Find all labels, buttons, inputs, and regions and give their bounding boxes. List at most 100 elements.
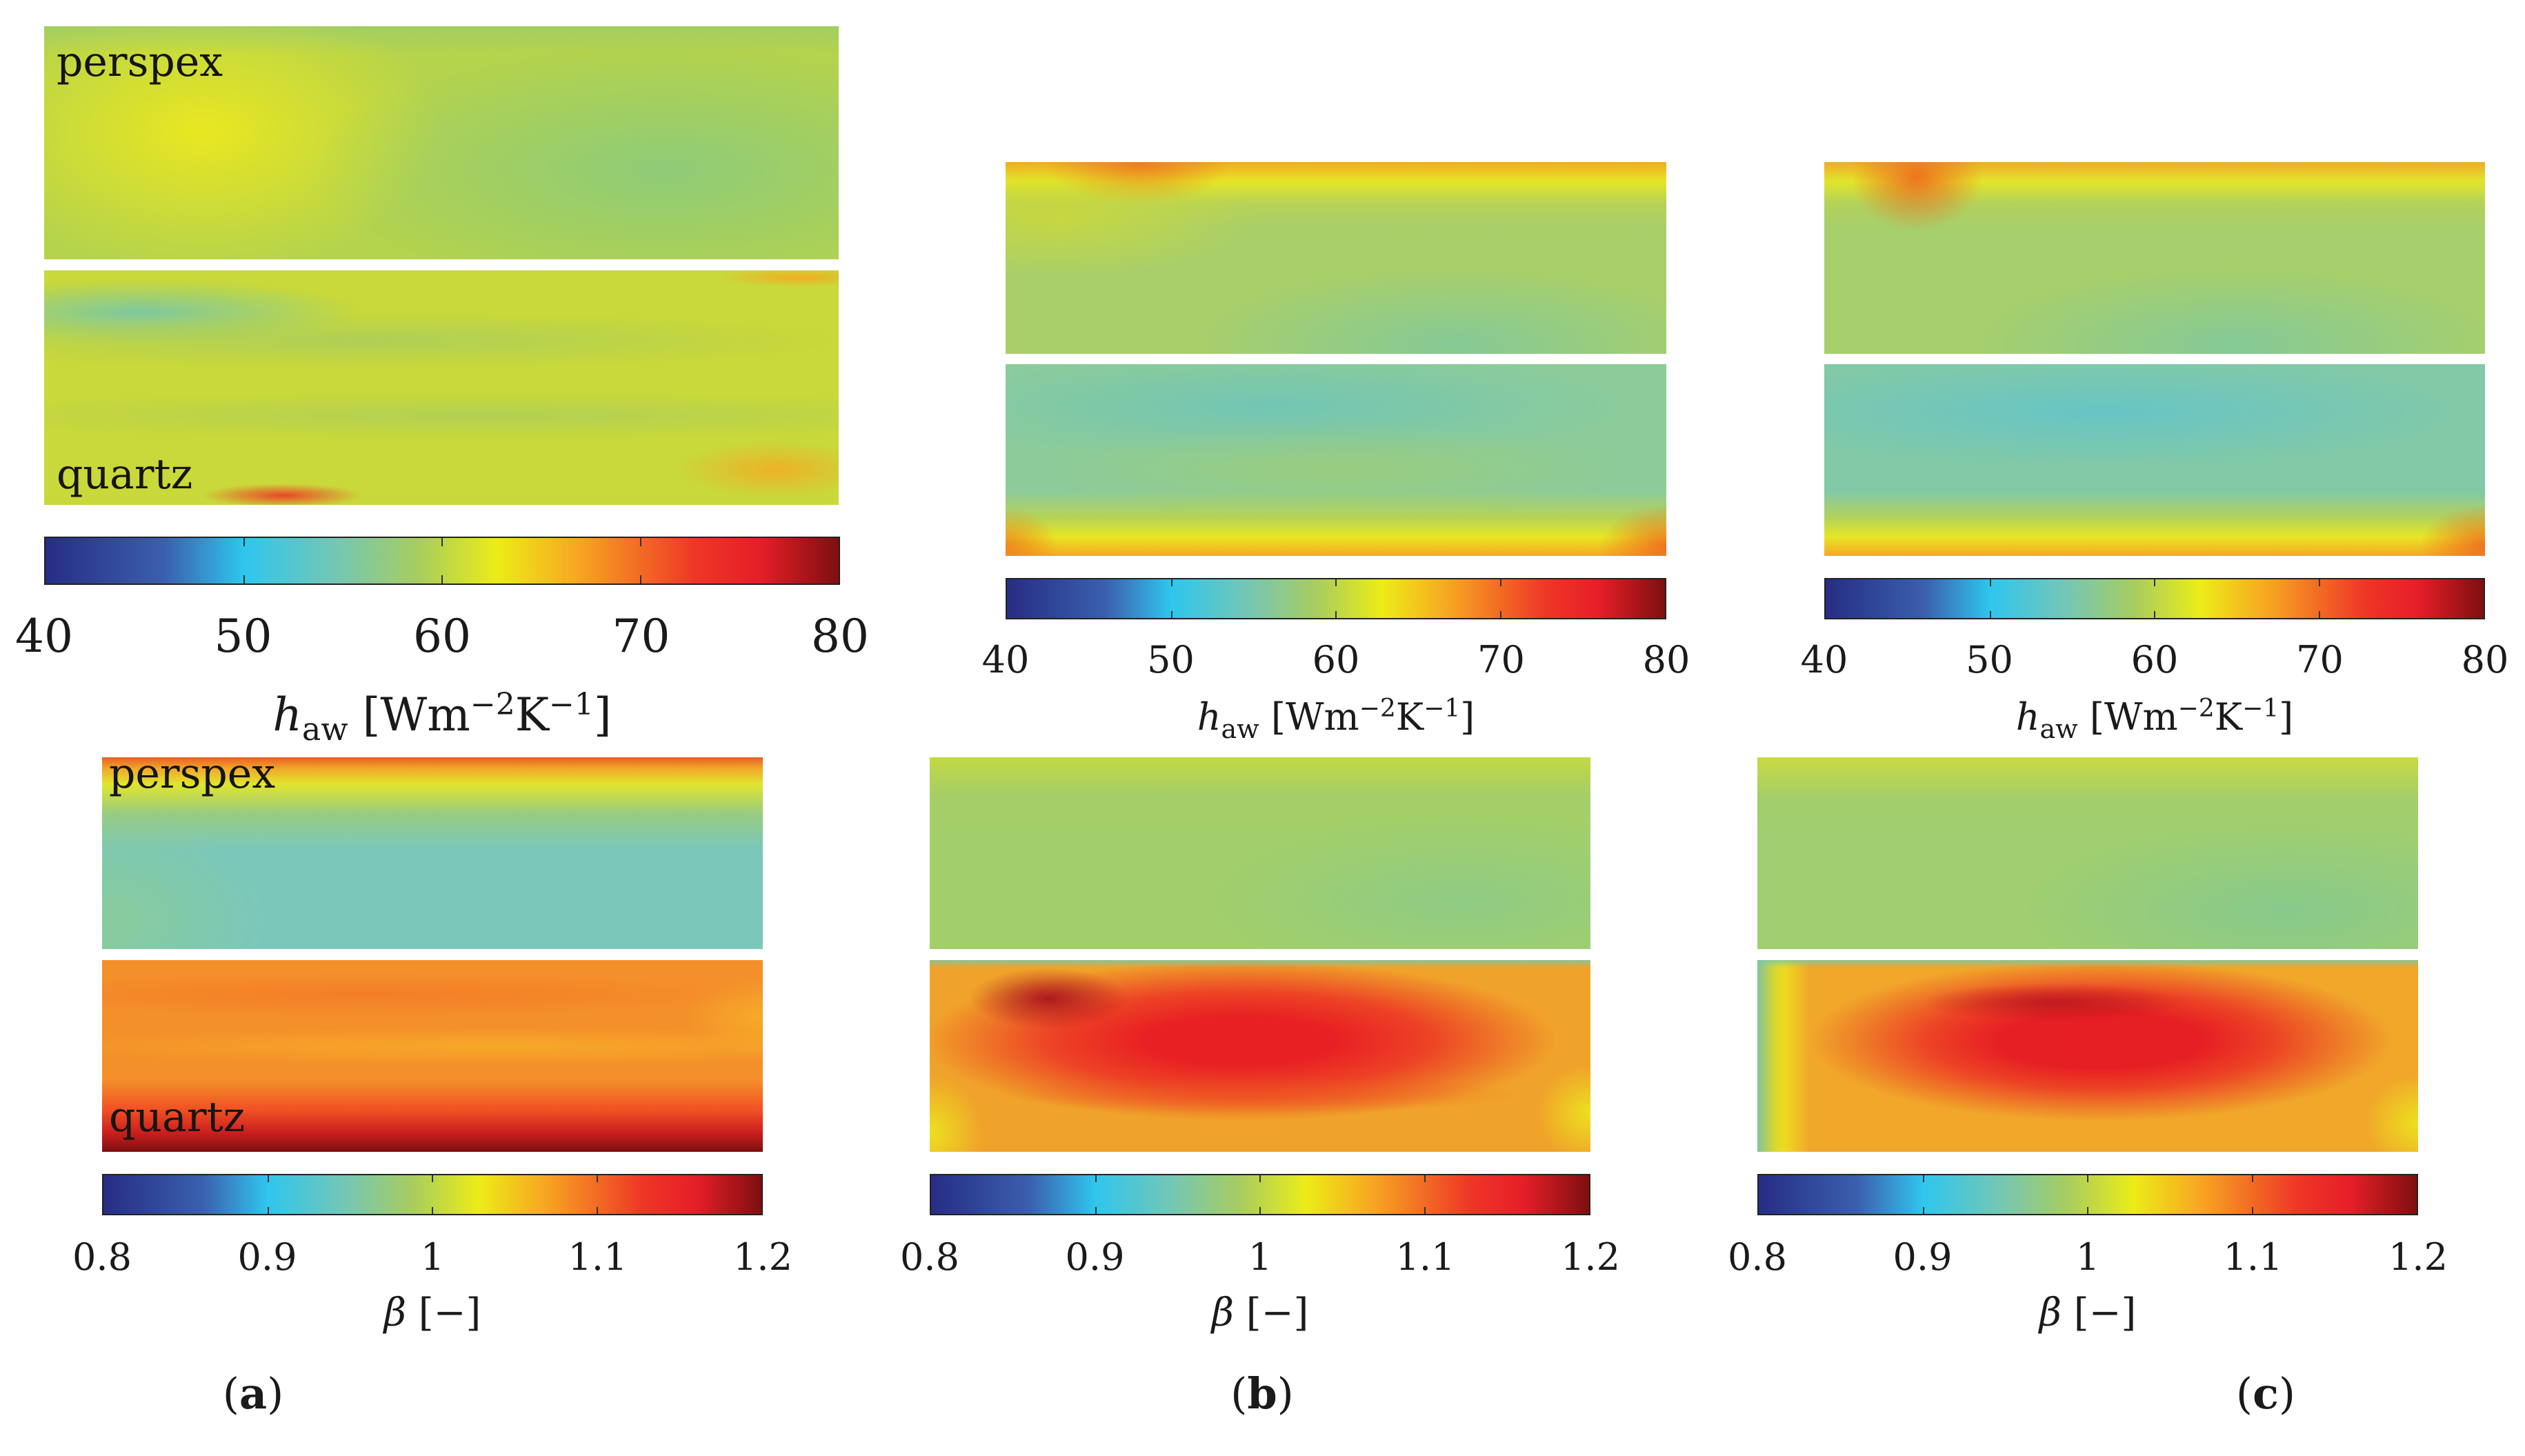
colorbar-tick-label: 0.8	[72, 1235, 132, 1279]
colorbar-tick-label: 50	[1147, 638, 1195, 681]
colorbar-beta-b	[930, 1174, 1590, 1215]
region-label-quartz: quartz	[57, 450, 193, 499]
colorbar-tick-label: 50	[214, 610, 272, 663]
panel-label-a: (a)	[222, 1368, 284, 1419]
colorbar-tick	[1989, 579, 1991, 586]
heatmap-haw-a-quartz: quartz	[44, 270, 839, 505]
ticklabels-haw-b: 40 50 60 70 80	[982, 638, 1690, 683]
region-label-perspex: perspex	[57, 38, 223, 86]
colorbar-tick	[1335, 579, 1337, 586]
colorbar-tick-label: 70	[612, 610, 670, 663]
heatmap-beta-b-perspex	[930, 757, 1590, 949]
colorbar-tick	[2154, 579, 2155, 586]
colorbar-haw-b	[1006, 578, 1666, 619]
colorbar-label-beta-c: β [−]	[2039, 1290, 2137, 1335]
colorbar-tick-label: 0.9	[237, 1235, 297, 1279]
ticklabels-haw-a: 40 50 60 70 80	[15, 610, 869, 663]
colorbar-tick-label: 60	[1312, 638, 1360, 681]
colorbar-tick	[267, 1207, 269, 1214]
colorbar-tick	[1424, 1175, 1426, 1182]
panel-label-c: (c)	[2235, 1368, 2296, 1419]
colorbar-beta-c	[1757, 1174, 2418, 1215]
colorbar-tick	[1922, 1207, 1924, 1214]
colorbar-tick	[441, 575, 443, 584]
colorbar-tick-label: 40	[981, 638, 1030, 681]
colorbar-tick-label: 0.9	[1065, 1235, 1125, 1279]
colorbar-tick-label: 40	[15, 610, 73, 663]
colorbar-label-haw-c: haw [Wm−2K−1]	[2015, 695, 2294, 744]
colorbar-tick	[1095, 1207, 1097, 1214]
panel-label-b: (b)	[1230, 1368, 1294, 1419]
colorbar-tick	[596, 1207, 598, 1214]
heatmap-beta-a-perspex: perspex	[102, 757, 763, 949]
colorbar-tick-label: 60	[2130, 638, 2179, 681]
ticklabels-haw-c: 40 50 60 70 80	[1801, 638, 2509, 683]
colorbar-label-beta-a: β [−]	[383, 1290, 481, 1335]
colorbar-tick	[1335, 611, 1337, 618]
colorbar-tick	[243, 575, 245, 584]
colorbar-tick-label: 80	[2461, 638, 2509, 681]
colorbar-tick	[596, 1175, 598, 1182]
colorbar-haw-c	[1824, 578, 2485, 619]
colorbar-tick	[1259, 1207, 1261, 1214]
colorbar-tick-label: 1.2	[1561, 1235, 1620, 1279]
colorbar-tick-label: 40	[1800, 638, 1848, 681]
colorbar-beta-a	[102, 1174, 763, 1215]
colorbar-tick	[2087, 1175, 2088, 1182]
colorbar-tick	[441, 538, 443, 546]
colorbar-tick-label: 70	[1477, 638, 1525, 681]
heatmap-haw-b-perspex	[1006, 162, 1666, 354]
colorbar-tick	[1499, 611, 1501, 618]
colorbar-tick	[639, 538, 641, 546]
colorbar-tick-label: 1.2	[733, 1235, 792, 1279]
colorbar-tick	[1259, 1175, 1261, 1182]
region-label-perspex: perspex	[109, 757, 276, 798]
colorbar-tick-label: 0.8	[900, 1235, 959, 1279]
colorbar-tick	[432, 1175, 433, 1182]
ticklabels-beta-c: 0.8 0.9 1 1.1 1.2	[1728, 1235, 2448, 1280]
colorbar-haw-a	[44, 537, 840, 585]
colorbar-label-beta-b: β [−]	[1211, 1290, 1309, 1335]
colorbar-tick-label: 80	[811, 610, 869, 663]
colorbar-tick-label: 80	[1642, 638, 1690, 681]
colorbar-tick	[1424, 1207, 1426, 1214]
colorbar-label-haw-b: haw [Wm−2K−1]	[1197, 695, 1475, 744]
heatmap-haw-c-quartz	[1824, 364, 2485, 556]
colorbar-tick	[2251, 1175, 2253, 1182]
heatmap-haw-b-quartz	[1006, 364, 1666, 556]
colorbar-tick	[1989, 611, 1991, 618]
colorbar-tick	[432, 1207, 433, 1214]
colorbar-tick	[243, 538, 245, 546]
region-label-quartz: quartz	[109, 1093, 246, 1141]
colorbar-tick	[1095, 1175, 1097, 1182]
colorbar-tick-label: 70	[2296, 638, 2344, 681]
colorbar-tick	[1499, 579, 1501, 586]
colorbar-tick-label: 1	[2075, 1235, 2100, 1279]
colorbar-tick-label: 1.1	[568, 1235, 628, 1279]
colorbar-tick	[1922, 1175, 1924, 1182]
colorbar-tick	[267, 1175, 269, 1182]
colorbar-tick-label: 1	[1248, 1235, 1273, 1279]
heatmap-haw-c-perspex	[1824, 162, 2485, 354]
colorbar-tick-label: 50	[1966, 638, 2013, 681]
colorbar-tick	[2318, 579, 2320, 586]
colorbar-tick	[2318, 611, 2320, 618]
colorbar-tick-label: 0.9	[1893, 1235, 1953, 1279]
heatmap-beta-c-perspex	[1757, 757, 2418, 949]
colorbar-tick-label: 1.1	[2223, 1235, 2283, 1279]
colorbar-tick-label: 0.8	[1728, 1235, 1787, 1279]
colorbar-tick	[1170, 611, 1172, 618]
heatmap-beta-b-quartz	[930, 960, 1590, 1152]
colorbar-tick	[2087, 1207, 2088, 1214]
heatmap-haw-a-perspex: perspex	[44, 26, 839, 259]
colorbar-tick-label: 60	[413, 610, 471, 663]
colorbar-tick	[2154, 611, 2155, 618]
colorbar-tick-label: 1.1	[1395, 1235, 1455, 1279]
colorbar-tick-label: 1.2	[2388, 1235, 2448, 1279]
colorbar-tick	[1170, 579, 1172, 586]
colorbar-tick-label: 1	[420, 1235, 445, 1279]
ticklabels-beta-b: 0.8 0.9 1 1.1 1.2	[900, 1235, 1620, 1280]
heatmap-beta-a-quartz: quartz	[102, 960, 763, 1152]
colorbar-tick	[2251, 1207, 2253, 1214]
colorbar-label-haw-a: haw [Wm−2K−1]	[272, 687, 612, 748]
